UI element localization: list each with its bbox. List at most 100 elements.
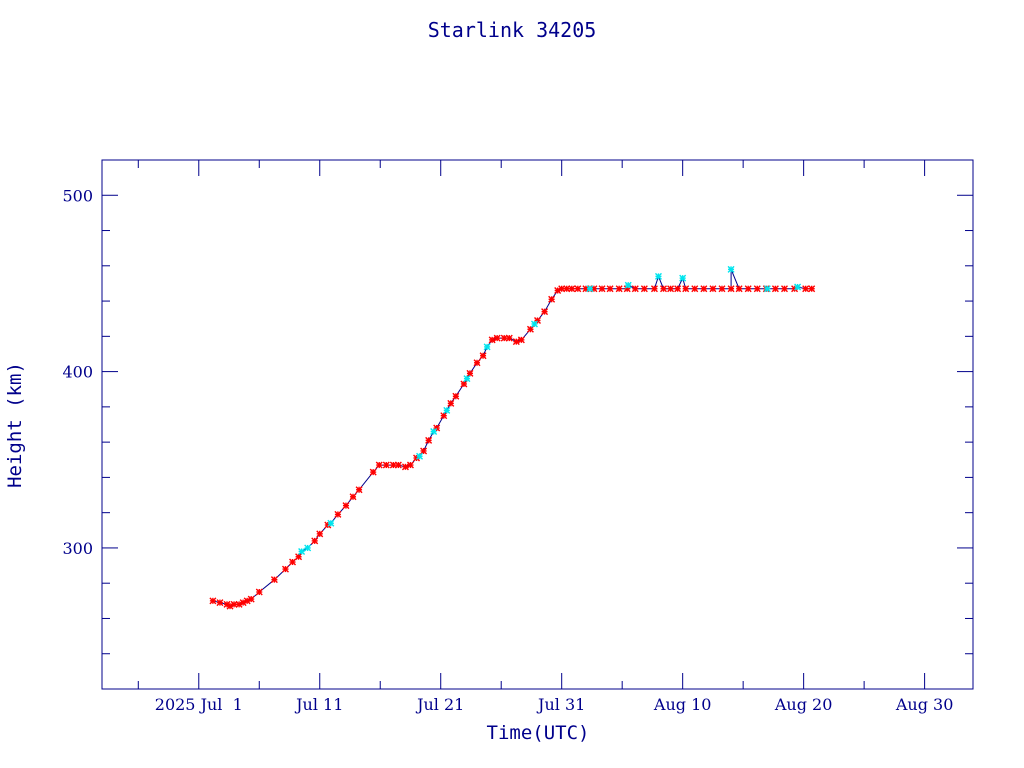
red-marker xyxy=(541,308,549,316)
cyan-marker xyxy=(624,281,632,289)
red-marker xyxy=(674,285,682,293)
red-marker xyxy=(447,399,455,407)
red-marker xyxy=(230,600,238,608)
red-marker xyxy=(727,285,735,293)
x-tick-label: Jul 31 xyxy=(536,695,585,714)
red-marker xyxy=(735,285,743,293)
red-marker xyxy=(563,285,571,293)
red-marker xyxy=(460,380,468,388)
red-marker xyxy=(780,285,788,293)
red-marker xyxy=(401,463,409,471)
plot-frame xyxy=(101,159,974,690)
red-marker xyxy=(808,285,816,293)
red-marker xyxy=(660,285,668,293)
red-marker xyxy=(479,352,487,360)
red-marker xyxy=(406,461,414,469)
red-marker xyxy=(247,595,255,603)
cyan-marker xyxy=(463,375,471,383)
red-marker xyxy=(355,486,363,494)
red-marker xyxy=(440,412,448,420)
red-marker xyxy=(255,588,263,596)
red-marker xyxy=(334,510,342,518)
red-marker xyxy=(452,392,460,400)
red-marker xyxy=(270,576,278,584)
red-marker xyxy=(700,285,708,293)
red-marker xyxy=(691,285,699,293)
red-marker xyxy=(598,285,606,293)
red-marker xyxy=(216,599,224,607)
marker-group xyxy=(209,265,816,610)
cyan-marker xyxy=(679,274,687,282)
red-marker xyxy=(512,338,520,346)
red-marker xyxy=(744,285,752,293)
red-marker xyxy=(718,285,726,293)
red-marker xyxy=(526,325,534,333)
red-marker xyxy=(281,565,289,573)
cyan-marker xyxy=(530,320,538,328)
x-tick-label: Aug 30 xyxy=(895,695,954,714)
red-marker xyxy=(640,285,648,293)
red-marker xyxy=(316,530,324,538)
cyan-marker xyxy=(443,406,451,414)
trajectory-line xyxy=(212,269,812,607)
red-marker xyxy=(682,285,690,293)
y-tick-label: 400 xyxy=(62,363,93,382)
red-marker xyxy=(289,558,297,566)
red-marker xyxy=(517,336,525,344)
red-marker xyxy=(709,285,717,293)
red-marker xyxy=(548,295,556,303)
x-axis-label: Time(UTC) xyxy=(487,722,590,744)
red-marker xyxy=(311,537,319,545)
cyan-marker xyxy=(654,272,662,280)
cyan-marker xyxy=(794,283,802,291)
cyan-marker xyxy=(327,519,335,527)
cyan-marker xyxy=(727,265,735,273)
red-marker xyxy=(667,285,675,293)
y-tick-label: 300 xyxy=(62,539,93,558)
red-marker xyxy=(466,369,474,377)
red-marker xyxy=(606,285,614,293)
red-marker xyxy=(493,334,501,342)
red-marker xyxy=(574,285,582,293)
y-axis-label: Height (km) xyxy=(4,362,26,488)
series-line-group xyxy=(212,269,812,607)
axes: 300 400 500 2025 Jul 1 Jul 11 Jul 21 Jul 31 Aug… xyxy=(62,159,974,714)
red-marker xyxy=(753,285,761,293)
red-marker xyxy=(615,285,623,293)
cyan-marker xyxy=(416,452,424,460)
x-tick-label: Aug 10 xyxy=(653,695,712,714)
cyan-marker xyxy=(298,547,306,555)
red-marker xyxy=(650,285,658,293)
cyan-marker xyxy=(586,285,594,293)
red-marker xyxy=(433,424,441,432)
cyan-marker xyxy=(763,285,771,293)
red-marker xyxy=(295,553,303,561)
red-marker xyxy=(342,502,350,510)
red-marker xyxy=(473,359,481,367)
x-tick-label: 2025 Jul 1 xyxy=(155,695,243,714)
red-marker xyxy=(375,461,383,469)
red-marker xyxy=(631,285,639,293)
cyan-marker xyxy=(304,544,312,552)
red-marker xyxy=(488,336,496,344)
red-marker xyxy=(500,334,508,342)
y-tick-label: 500 xyxy=(62,186,93,205)
red-marker xyxy=(349,493,357,501)
red-marker xyxy=(209,597,217,605)
red-marker xyxy=(389,461,397,469)
red-marker xyxy=(558,285,566,293)
red-marker xyxy=(394,461,402,469)
red-marker xyxy=(771,285,779,293)
cyan-marker xyxy=(430,428,438,436)
red-marker xyxy=(382,461,390,469)
red-marker xyxy=(568,285,576,293)
cyan-marker xyxy=(483,343,491,351)
red-marker xyxy=(802,285,810,293)
red-marker xyxy=(505,334,513,342)
x-tick-label: Jul 21 xyxy=(415,695,464,714)
x-tick-label: Aug 20 xyxy=(774,695,833,714)
red-marker xyxy=(369,468,377,476)
red-marker xyxy=(420,447,428,455)
x-tick-label: Jul 11 xyxy=(294,695,343,714)
